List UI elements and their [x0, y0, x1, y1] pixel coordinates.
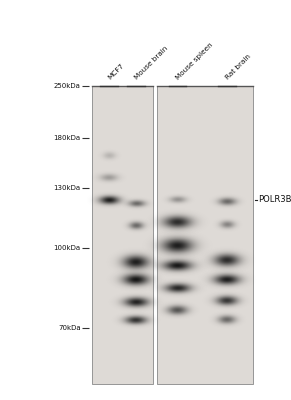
Text: Mouse spleen: Mouse spleen [175, 42, 214, 81]
Text: Mouse brain: Mouse brain [133, 46, 169, 81]
Text: 130kDa: 130kDa [54, 185, 81, 191]
Text: 250kDa: 250kDa [54, 83, 81, 89]
Bar [92, 86, 153, 384]
Bar [157, 86, 253, 384]
Text: 70kDa: 70kDa [58, 325, 81, 331]
Text: POLR3B: POLR3B [258, 196, 291, 204]
Text: 180kDa: 180kDa [54, 135, 81, 141]
Text: MCF7: MCF7 [106, 63, 125, 81]
Text: 100kDa: 100kDa [54, 245, 81, 251]
Text: Rat brain: Rat brain [224, 54, 252, 81]
